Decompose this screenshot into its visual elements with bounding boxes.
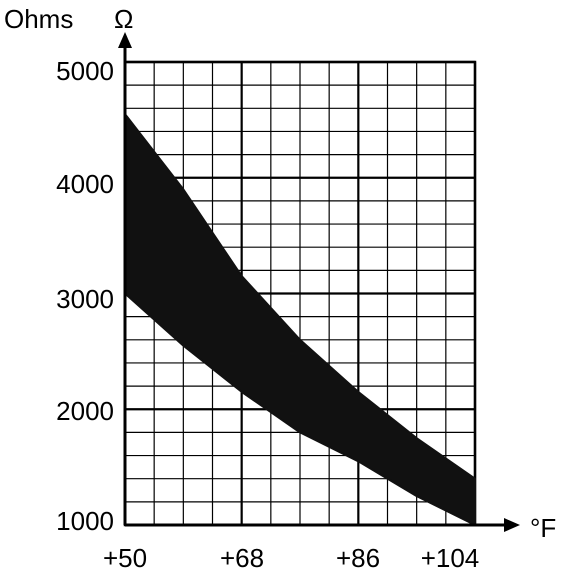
x-tick-label: +86 — [336, 543, 380, 573]
x-tick-label: +104 — [421, 543, 480, 573]
y-tick-label: 5000 — [56, 56, 114, 86]
x-axis-arrow-icon — [504, 518, 520, 532]
x-axis-label: °F — [530, 513, 556, 543]
x-tick-label: +68 — [220, 543, 264, 573]
y-axis-unit-symbol: Ω — [114, 4, 133, 34]
y-axis-arrow-icon — [118, 32, 132, 48]
y-tick-label: 1000 — [56, 506, 114, 536]
axes — [118, 32, 520, 532]
y-axis-label: Ohms — [4, 4, 73, 34]
y-tick-label: 4000 — [56, 169, 114, 199]
tick-labels: +50 +68 +86 +104 1000 2000 3000 4000 5000 — [56, 56, 479, 573]
y-tick-label: 2000 — [56, 396, 114, 426]
x-tick-label: +50 — [103, 543, 147, 573]
y-tick-label: 3000 — [56, 284, 114, 314]
grid — [123, 60, 477, 527]
